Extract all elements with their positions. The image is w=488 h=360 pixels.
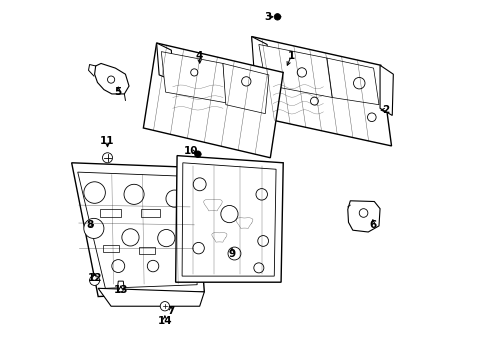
Polygon shape xyxy=(98,288,204,306)
Text: 13: 13 xyxy=(113,285,128,296)
Circle shape xyxy=(107,76,115,83)
Circle shape xyxy=(193,178,206,191)
Circle shape xyxy=(221,206,238,223)
Circle shape xyxy=(194,151,201,157)
Circle shape xyxy=(359,209,367,217)
Circle shape xyxy=(89,275,100,285)
Circle shape xyxy=(124,184,144,204)
Text: 7: 7 xyxy=(167,306,174,316)
Text: 12: 12 xyxy=(87,273,102,283)
Circle shape xyxy=(227,247,241,260)
Polygon shape xyxy=(161,51,226,103)
Text: 9: 9 xyxy=(228,248,235,258)
Circle shape xyxy=(147,260,159,272)
Circle shape xyxy=(367,113,375,122)
Circle shape xyxy=(112,260,124,273)
Bar xyxy=(102,245,119,252)
Circle shape xyxy=(160,302,169,311)
Polygon shape xyxy=(117,281,124,292)
Text: 10: 10 xyxy=(184,146,198,156)
Circle shape xyxy=(158,229,175,247)
Bar xyxy=(139,247,155,253)
Polygon shape xyxy=(379,65,392,116)
Polygon shape xyxy=(251,37,391,146)
Circle shape xyxy=(253,263,264,273)
Circle shape xyxy=(102,153,112,163)
Polygon shape xyxy=(326,58,378,105)
Text: 14: 14 xyxy=(157,316,172,325)
Circle shape xyxy=(122,229,139,246)
Polygon shape xyxy=(347,201,379,232)
Text: 3: 3 xyxy=(264,12,271,22)
Polygon shape xyxy=(72,163,204,297)
Text: 2: 2 xyxy=(382,105,389,115)
Circle shape xyxy=(353,77,364,89)
Polygon shape xyxy=(156,43,172,80)
Polygon shape xyxy=(182,163,276,276)
Circle shape xyxy=(297,68,306,77)
Circle shape xyxy=(310,97,318,105)
Polygon shape xyxy=(175,156,283,282)
Circle shape xyxy=(165,190,183,207)
Polygon shape xyxy=(94,63,129,94)
Circle shape xyxy=(274,14,280,20)
Circle shape xyxy=(190,69,198,76)
Text: 5: 5 xyxy=(114,87,122,97)
Text: 4: 4 xyxy=(196,51,203,61)
Circle shape xyxy=(257,235,268,246)
Bar xyxy=(140,209,160,217)
Text: 1: 1 xyxy=(287,51,294,61)
Text: 8: 8 xyxy=(86,220,93,230)
Circle shape xyxy=(83,219,104,238)
Polygon shape xyxy=(251,37,268,78)
Circle shape xyxy=(83,182,105,203)
Bar xyxy=(100,209,121,217)
Polygon shape xyxy=(223,63,268,114)
Polygon shape xyxy=(258,44,332,98)
Circle shape xyxy=(241,77,250,86)
Text: 11: 11 xyxy=(100,136,115,146)
Circle shape xyxy=(255,189,267,200)
Circle shape xyxy=(192,242,204,254)
Circle shape xyxy=(177,249,190,262)
Text: 6: 6 xyxy=(368,220,376,230)
Polygon shape xyxy=(143,43,283,158)
Polygon shape xyxy=(78,172,197,288)
